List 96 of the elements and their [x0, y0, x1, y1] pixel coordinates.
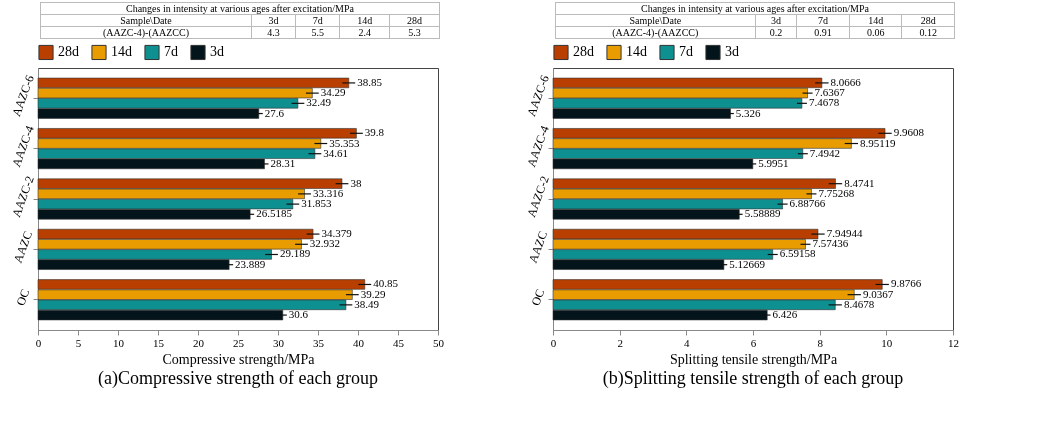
legend-label: 7d — [679, 44, 693, 60]
text: 3d — [755, 14, 797, 27]
x-tick-label: 4 — [684, 336, 691, 349]
data-label: 7.94944 — [826, 227, 863, 240]
data-label: 9.9608 — [893, 126, 925, 139]
x-axis-title: Compressive strength/MPa — [162, 351, 316, 367]
data-label: 8.95119 — [860, 136, 896, 149]
x-tick-label: 0 — [550, 336, 557, 349]
y-tick-label: AAZC — [525, 229, 551, 265]
text: (b)Splitting tensile strength of each group — [602, 368, 904, 389]
data-label: 38.85 — [357, 75, 383, 88]
data-label: 9.8766 — [890, 277, 922, 290]
text: 28d — [901, 14, 955, 27]
text: Sample\Date — [555, 14, 756, 27]
data-label: 39.29 — [360, 287, 386, 300]
data-label: 7.57436 — [812, 237, 849, 250]
text: 3d — [251, 14, 296, 27]
data-label: 6.59158 — [779, 247, 816, 260]
x-tick-label: 0 — [35, 336, 42, 349]
text: 14d — [339, 14, 390, 27]
text: 7d — [796, 14, 850, 27]
text: 7d — [295, 14, 340, 27]
data-label: 34.29 — [320, 86, 346, 99]
data-label: 7.75268 — [818, 186, 855, 199]
data-label: 35.353 — [329, 136, 360, 149]
data-label: 34.379 — [321, 227, 353, 240]
x-tick-label: 25 — [233, 336, 245, 349]
x-tick-label: 45 — [393, 336, 405, 349]
text: 14d — [849, 14, 902, 27]
data-label: 32.932 — [309, 237, 341, 250]
text: Changes in intensity at various ages after excitation/MPa — [40, 2, 440, 15]
data-label: 33.316 — [312, 186, 344, 199]
data-label: 32.49 — [306, 96, 332, 109]
x-tick-label: 35 — [313, 336, 325, 349]
x-tick-label: 50 — [433, 336, 445, 349]
legend-label: 7d — [164, 44, 178, 60]
data-label: 8.4741 — [844, 176, 875, 189]
legend-label: 3d — [210, 44, 224, 60]
x-tick-label: 6 — [750, 336, 757, 349]
data-label: 5.9951 — [758, 156, 789, 169]
data-label: 27.6 — [264, 106, 285, 119]
text: (AAZC-4)-(AAZCC) — [555, 26, 756, 39]
text: Sample\Date — [40, 14, 252, 27]
x-tick-label: 10 — [881, 336, 893, 349]
data-label: 29.189 — [279, 247, 311, 260]
text: 4.3 — [251, 26, 296, 39]
x-tick-label: 20 — [193, 336, 205, 349]
x-tick-label: 12 — [948, 336, 959, 349]
x-tick-label: 5 — [75, 336, 82, 349]
x-tick-label: 40 — [353, 336, 365, 349]
y-tick-label: OC — [528, 287, 548, 308]
data-label: 38.49 — [354, 297, 380, 310]
text: 0.91 — [796, 26, 850, 39]
data-label: 9.0367 — [862, 287, 894, 300]
data-label: 6.88766 — [789, 197, 826, 210]
y-tick-label: OC — [13, 287, 33, 308]
text: 2.4 — [339, 26, 390, 39]
x-tick-label: 15 — [153, 336, 165, 349]
data-label: 23.889 — [235, 257, 266, 270]
data-label: 34.61 — [323, 146, 349, 159]
data-label: 8.0666 — [830, 75, 862, 88]
data-label: 5.12669 — [729, 257, 766, 270]
data-label: 7.4678 — [808, 96, 840, 109]
x-tick-label: 8 — [817, 336, 824, 349]
data-label: 39.8 — [364, 126, 385, 139]
legend-label: 28d — [58, 44, 79, 60]
legend-label: 14d — [626, 44, 647, 60]
x-tick-label: 10 — [113, 336, 125, 349]
data-label: 5.326 — [735, 106, 762, 119]
data-label: 26.5185 — [256, 207, 293, 220]
data-label: 38 — [350, 176, 362, 189]
x-axis-title: Splitting tensile strength/MPa — [669, 351, 838, 367]
text: 5.5 — [295, 26, 340, 39]
data-label: 7.6367 — [814, 86, 846, 99]
text: (a)Compressive strength of each group — [98, 368, 378, 389]
text: 5.3 — [389, 26, 440, 39]
data-label: 8.4678 — [843, 297, 875, 310]
data-label: 30.6 — [288, 308, 309, 321]
text: (AAZC-4)-(AAZCC) — [40, 26, 252, 39]
text: 0.2 — [755, 26, 797, 39]
text: Changes in intensity at various ages after excitation/MPa — [555, 2, 955, 15]
legend-label: 14d — [111, 44, 132, 60]
x-tick-label: 2 — [617, 336, 623, 349]
data-label: 40.85 — [373, 277, 399, 290]
data-label: 28.31 — [270, 156, 296, 169]
legend-label: 28d — [573, 44, 594, 60]
data-label: 5.58889 — [744, 207, 781, 220]
text: 0.12 — [901, 26, 955, 39]
text: 28d — [389, 14, 440, 27]
data-label: 6.426 — [772, 308, 798, 321]
legend-label: 3d — [725, 44, 739, 60]
data-label: 31.853 — [301, 197, 332, 210]
data-label: 7.4942 — [809, 146, 841, 159]
y-tick-label: AAZC — [10, 229, 36, 265]
x-tick-label: 30 — [273, 336, 285, 349]
text: 0.06 — [849, 26, 902, 39]
